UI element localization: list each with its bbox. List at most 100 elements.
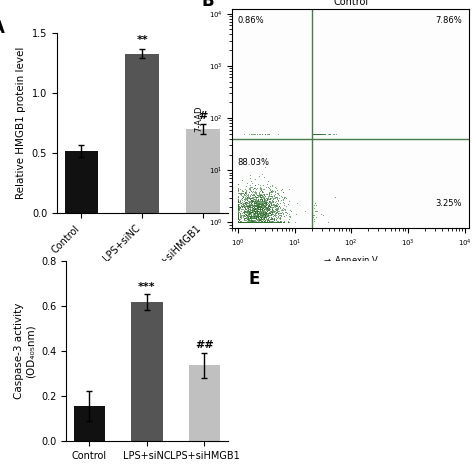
- Point: [255, 219, 262, 226]
- Point: [273, 219, 281, 226]
- Point: [249, 213, 257, 221]
- Point: [247, 214, 255, 222]
- Point: [263, 210, 270, 217]
- Point: [258, 211, 265, 219]
- Point: [283, 194, 290, 201]
- Point: [246, 214, 254, 221]
- Point: [248, 219, 255, 226]
- Point: [257, 210, 264, 217]
- Point: [308, 130, 315, 137]
- Point: [308, 130, 315, 137]
- Point: [308, 130, 315, 137]
- Point: [245, 203, 252, 211]
- Point: [261, 219, 269, 226]
- Point: [253, 191, 261, 199]
- Point: [255, 210, 263, 217]
- Point: [249, 197, 256, 204]
- Point: [308, 194, 315, 202]
- Point: [255, 213, 262, 220]
- Point: [270, 199, 277, 206]
- Point: [312, 130, 320, 137]
- Point: [234, 219, 242, 226]
- Point: [253, 204, 261, 212]
- Point: [278, 211, 285, 219]
- Point: [274, 205, 282, 213]
- Point: [264, 203, 272, 211]
- Point: [245, 130, 253, 137]
- Point: [240, 130, 247, 137]
- Point: [246, 203, 253, 211]
- Point: [261, 207, 268, 215]
- Point: [265, 197, 273, 205]
- Point: [262, 218, 269, 225]
- Point: [251, 184, 259, 192]
- Point: [245, 211, 252, 219]
- Point: [281, 205, 289, 212]
- Point: [249, 217, 257, 225]
- Point: [245, 192, 252, 200]
- Point: [255, 219, 262, 226]
- Point: [246, 205, 254, 212]
- Point: [308, 130, 315, 137]
- Point: [258, 206, 266, 213]
- Point: [246, 201, 254, 209]
- Point: [264, 219, 272, 226]
- Point: [256, 191, 264, 199]
- Point: [272, 210, 279, 218]
- Point: [276, 200, 283, 207]
- Point: [308, 210, 315, 218]
- Point: [236, 205, 243, 213]
- Point: [319, 211, 326, 219]
- Point: [259, 219, 267, 226]
- Point: [253, 219, 261, 226]
- Point: [241, 208, 249, 215]
- Point: [252, 195, 260, 203]
- Point: [243, 212, 251, 220]
- Point: [275, 191, 283, 199]
- Point: [263, 219, 271, 226]
- Point: [237, 215, 245, 222]
- Point: [271, 219, 278, 226]
- Point: [258, 187, 266, 194]
- Point: [250, 219, 257, 226]
- Point: [235, 215, 243, 222]
- Point: [234, 187, 242, 194]
- Point: [245, 219, 252, 226]
- Point: [258, 188, 266, 195]
- Point: [259, 193, 266, 201]
- Point: [245, 189, 253, 196]
- Point: [237, 198, 244, 206]
- Point: [267, 216, 275, 223]
- Point: [309, 130, 317, 137]
- Point: [250, 195, 258, 202]
- Point: [236, 218, 244, 225]
- Point: [243, 211, 250, 219]
- Point: [263, 195, 271, 202]
- Point: [280, 219, 288, 226]
- Point: [260, 207, 267, 215]
- Point: [264, 211, 272, 219]
- Point: [276, 213, 284, 220]
- Point: [247, 212, 255, 219]
- Point: [255, 219, 262, 226]
- Point: [265, 205, 273, 213]
- Point: [254, 210, 261, 218]
- Point: [254, 212, 261, 219]
- Point: [251, 208, 258, 216]
- Point: [308, 130, 315, 137]
- Point: [279, 195, 287, 203]
- Point: [247, 219, 255, 226]
- Point: [234, 211, 242, 219]
- Point: [308, 130, 315, 137]
- Point: [235, 216, 243, 224]
- Point: [248, 130, 256, 137]
- Point: [260, 218, 268, 225]
- Point: [271, 219, 279, 226]
- Point: [254, 211, 262, 219]
- Point: [265, 196, 273, 203]
- Point: [263, 211, 270, 219]
- Point: [314, 130, 322, 137]
- Point: [267, 207, 274, 215]
- Point: [250, 197, 257, 205]
- Point: [309, 211, 317, 219]
